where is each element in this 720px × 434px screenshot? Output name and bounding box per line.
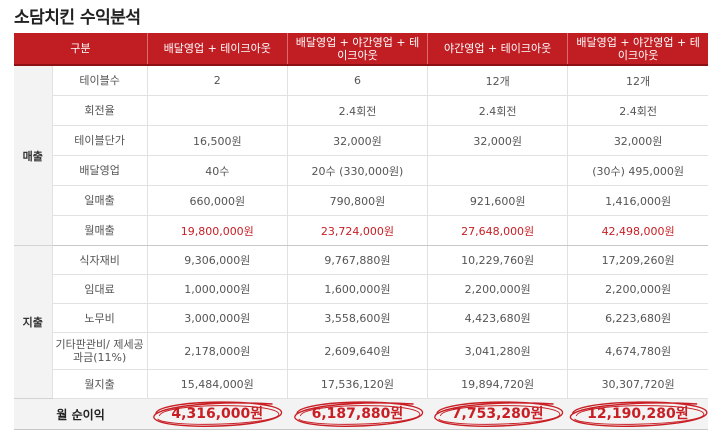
table-cell — [146, 95, 288, 126]
scribble-circle-icon — [293, 401, 423, 427]
row-label: 배달영업 — [51, 155, 148, 186]
table-cell: 2.4회전 — [567, 95, 708, 126]
profit-text: 4,316,000원 — [171, 406, 264, 422]
table-cell: 10,229,760원 — [427, 245, 568, 275]
table-cell: 27,648,000원 — [427, 215, 568, 246]
table-row-monthly-expenses: 월지출 15,484,000원 17,536,120원 19,894,720원 … — [14, 369, 708, 399]
table-cell: 6 — [286, 65, 428, 96]
profit-value: 7,753,280원 — [434, 401, 563, 427]
profit-text: 6,187,880원 — [311, 406, 404, 422]
page-title: 소담치킨 수익분석 — [14, 8, 141, 28]
profit-value: 6,187,880원 — [293, 401, 423, 427]
row-label: 월지출 — [51, 369, 148, 399]
scribble-circle-icon — [153, 401, 283, 427]
table-cell: 660,000원 — [146, 185, 288, 216]
header-row: 구분 배달영업 + 테이크아웃 배달영업 + 야간영업 + 테이크아웃 야간영업… — [14, 33, 708, 66]
table-cell: 9,767,880원 — [286, 245, 428, 275]
group-label-expenses: 지출 — [14, 245, 53, 399]
table-row: 지출 식자재비 9,306,000원 9,767,880원 10,229,760… — [14, 245, 708, 399]
table-cell: 20수 (330,000원) — [286, 155, 428, 186]
table-row: 회전율 2.4회전 2.4회전 2.4회전 — [14, 95, 708, 126]
total-cell: 7,753,280원 — [427, 398, 568, 430]
table-cell: 17,209,260원 — [567, 245, 708, 275]
table-cell: 2,200,000원 — [567, 274, 708, 304]
table-cell: 23,724,000원 — [286, 215, 428, 246]
table-row: 매출 테이블수 2 6 12개 12개 — [14, 65, 708, 246]
header-column-4: 배달영업 + 야간영업 + 테이크아웃 — [567, 33, 708, 66]
row-label: 식자재비 — [51, 245, 148, 275]
table-cell: 2.4회전 — [286, 95, 428, 126]
table-cell: 3,000,000원 — [146, 303, 288, 333]
table-cell: 32,000원 — [427, 125, 568, 156]
table-cell: 2 — [146, 65, 288, 96]
table-cell: (30수) 495,000원 — [567, 155, 708, 186]
table-cell: 2,609,640원 — [286, 332, 428, 370]
row-label: 테이블단가 — [51, 125, 148, 156]
header-column-2: 배달영업 + 야간영업 + 테이크아웃 — [286, 33, 428, 66]
table-cell: 4,674,780원 — [567, 332, 708, 370]
table-row: 노무비 3,000,000원 3,558,600원 4,423,680원 6,2… — [14, 303, 708, 333]
table-row: 일매출 660,000원 790,800원 921,600원 1,416,000… — [14, 185, 708, 216]
table-cell: 1,600,000원 — [286, 274, 428, 304]
header-column-1: 배달영업 + 테이크아웃 — [146, 33, 288, 66]
total-cell: 6,187,880원 — [287, 398, 428, 430]
row-label: 회전율 — [51, 95, 148, 126]
table-cell: 1,416,000원 — [567, 185, 708, 216]
table-cell: 42,498,000원 — [567, 215, 708, 246]
scribble-circle-icon — [570, 401, 708, 427]
table-cell: 19,800,000원 — [146, 215, 288, 246]
table-cell: 921,600원 — [427, 185, 568, 216]
table-cell: 790,800원 — [286, 185, 428, 216]
profit-text: 7,753,280원 — [451, 406, 544, 422]
table-cell: 4,423,680원 — [427, 303, 568, 333]
row-label: 기타판관비/ 제세공과금(11%) — [51, 332, 148, 370]
profit-value: 4,316,000원 — [153, 401, 283, 427]
table-row-monthly-sales: 월매출 19,800,000원 23,724,000원 27,648,000원 … — [14, 215, 708, 246]
profit-value: 12,190,280원 — [570, 401, 708, 427]
table-cell: 2,200,000원 — [427, 274, 568, 304]
table-cell: 9,306,000원 — [146, 245, 288, 275]
total-cell: 12,190,280원 — [567, 398, 708, 430]
group-label-sales: 매출 — [14, 65, 53, 246]
table-cell: 12개 — [427, 65, 568, 96]
row-label: 월매출 — [51, 215, 148, 246]
row-label: 노무비 — [51, 303, 148, 333]
profit-analysis-table: 구분 배달영업 + 테이크아웃 배달영업 + 야간영업 + 테이크아웃 야간영업… — [14, 33, 708, 430]
table-cell: 16,500원 — [146, 125, 288, 156]
table-cell: 2.4회전 — [427, 95, 568, 126]
header-category: 구분 — [14, 33, 148, 66]
table-row: 기타판관비/ 제세공과금(11%) 2,178,000원 2,609,640원 … — [14, 332, 708, 370]
table-cell: 12개 — [567, 65, 708, 96]
table-cell: 2,178,000원 — [146, 332, 288, 370]
table-row: 테이블단가 16,500원 32,000원 32,000원 32,000원 — [14, 125, 708, 156]
table-cell — [427, 155, 568, 186]
table-cell: 6,223,680원 — [567, 303, 708, 333]
header-column-3: 야간영업 + 테이크아웃 — [427, 33, 568, 66]
table-cell: 3,041,280원 — [427, 332, 568, 370]
table-cell: 32,000원 — [286, 125, 428, 156]
profit-text: 12,190,280원 — [587, 406, 689, 422]
table-row: 배달영업 40수 20수 (330,000원) (30수) 495,000원 — [14, 155, 708, 186]
total-cell: 4,316,000원 — [147, 398, 288, 430]
table-cell: 32,000원 — [567, 125, 708, 156]
row-label: 테이블수 — [51, 65, 148, 96]
total-label: 월 순이익 — [14, 398, 148, 430]
table-cell: 17,536,120원 — [286, 369, 428, 399]
scribble-circle-icon — [434, 401, 563, 427]
row-label: 임대료 — [51, 274, 148, 304]
table-cell: 3,558,600원 — [286, 303, 428, 333]
table-cell: 40수 — [146, 155, 288, 186]
row-label: 일매출 — [51, 185, 148, 216]
table-row: 임대료 1,000,000원 1,600,000원 2,200,000원 2,2… — [14, 274, 708, 304]
table-cell: 1,000,000원 — [146, 274, 288, 304]
table-row-monthly-profit: 월 순이익 4,316,000원 6,187,880원 — [14, 398, 708, 430]
